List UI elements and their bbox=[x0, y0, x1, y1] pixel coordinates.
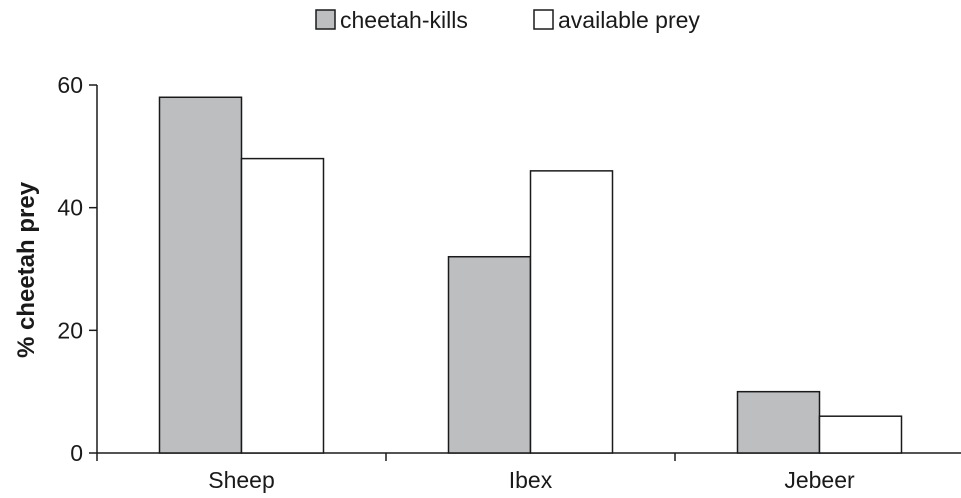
x-tick-label: Sheep bbox=[208, 467, 275, 493]
legend-swatch-available-prey bbox=[533, 9, 554, 30]
y-axis-title: % cheetah prey bbox=[13, 181, 40, 358]
bars bbox=[158, 96, 903, 454]
y-tick-label: 40 bbox=[57, 195, 83, 221]
y-tick-label: 60 bbox=[57, 72, 83, 98]
bar-available-prey-ibex bbox=[529, 170, 614, 454]
bar-cheetah-kills-jebeer bbox=[736, 390, 821, 454]
y-tick-label: 0 bbox=[70, 440, 83, 466]
bar-available-prey-jebeer bbox=[818, 415, 903, 454]
legend-label-cheetah-kills: cheetah-kills bbox=[340, 7, 468, 33]
x-axis: Sheep Ibex Jebeer bbox=[96, 452, 961, 493]
legend-label-available-prey: available prey bbox=[558, 7, 700, 33]
y-axis: 0 20 40 60 bbox=[57, 72, 98, 466]
bar-cheetah-kills-sheep bbox=[158, 96, 243, 454]
legend: cheetah-kills available prey bbox=[315, 7, 700, 33]
x-tick-label: Ibex bbox=[509, 467, 553, 493]
x-tick-label: Jebeer bbox=[784, 467, 855, 493]
legend-swatch-cheetah-kills bbox=[315, 9, 336, 30]
bar-available-prey-sheep bbox=[240, 157, 325, 454]
bar-cheetah-kills-ibex bbox=[447, 255, 532, 454]
y-tick-label: 20 bbox=[57, 317, 83, 343]
